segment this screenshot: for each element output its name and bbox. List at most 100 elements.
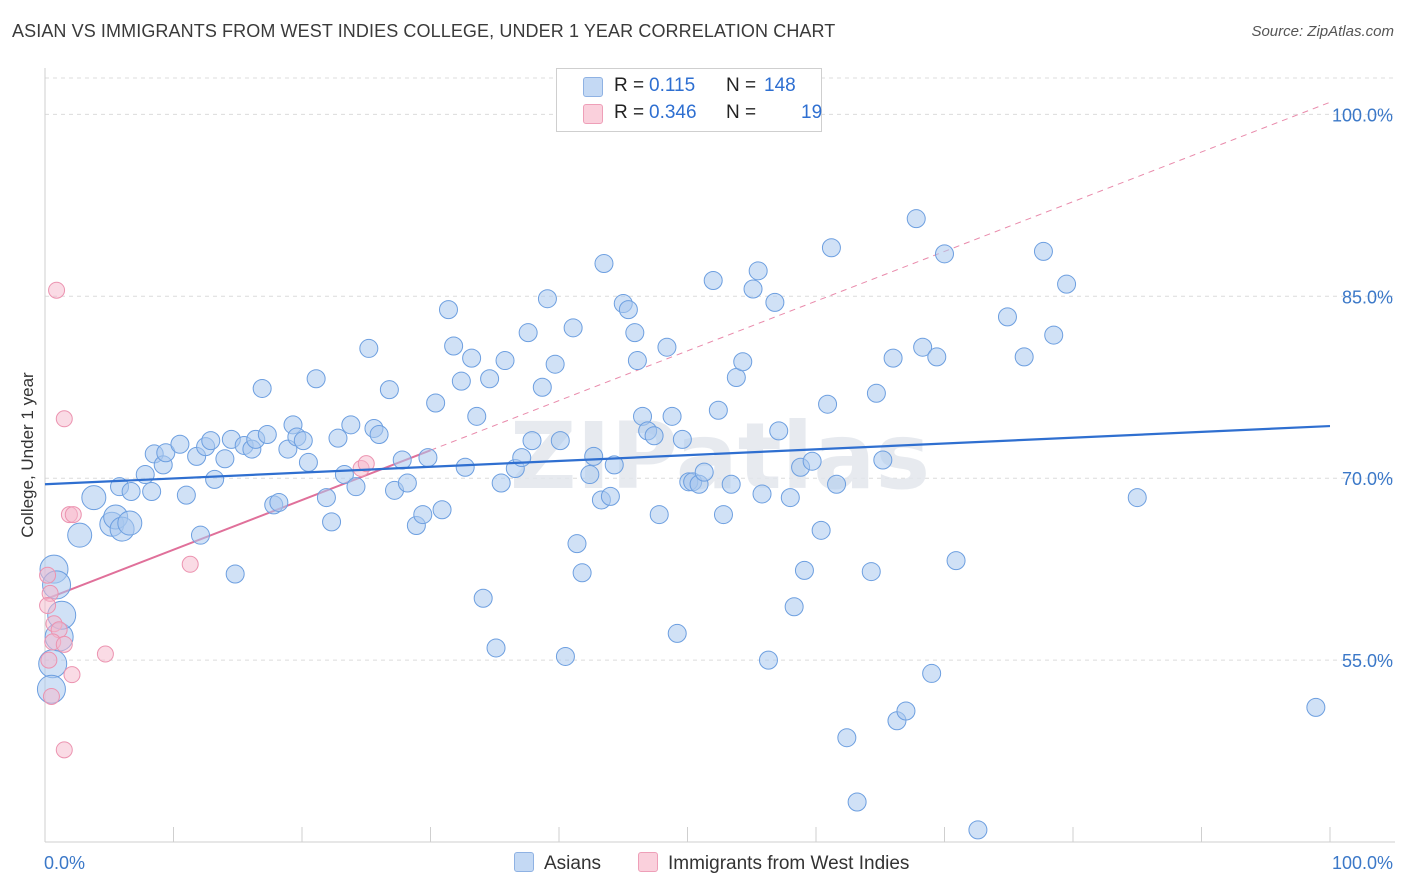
west-indies-point: [357, 455, 375, 473]
asians-point: [662, 406, 682, 426]
asians-point: [455, 457, 475, 477]
asians-point: [397, 473, 417, 493]
asians-point: [156, 443, 176, 463]
asians-point: [935, 244, 954, 264]
asians-point: [827, 474, 847, 494]
asians-point: [708, 400, 728, 420]
asians-point: [794, 560, 814, 580]
asians-point: [486, 638, 506, 658]
asians-point: [837, 728, 857, 748]
west-indies-point: [40, 651, 58, 669]
asians-point: [802, 451, 822, 471]
west-indies-point: [55, 635, 73, 653]
asians-point: [306, 369, 326, 389]
source-label: Source: ZipAtlas.com: [1251, 23, 1394, 40]
asians-points: [36, 209, 1326, 840]
asians-point: [896, 701, 916, 721]
asians-point: [604, 455, 624, 475]
asians-point: [703, 271, 723, 291]
axes: [44, 68, 1395, 843]
asians-point: [600, 486, 620, 506]
asians-point: [818, 394, 838, 414]
bottom-legend-swatch-asians: [514, 852, 534, 872]
asians-point: [555, 646, 575, 666]
asians-point: [170, 434, 190, 454]
asians-point: [968, 820, 988, 840]
asians-point: [491, 473, 511, 493]
asians-point: [392, 450, 412, 470]
asians-point: [298, 452, 318, 472]
asians-point: [413, 505, 433, 525]
west-indies-point: [39, 597, 57, 615]
y-tick-label: 55.0%: [1342, 651, 1393, 671]
asians-point: [205, 469, 225, 489]
asians-point: [657, 337, 677, 357]
asians-point: [359, 338, 379, 358]
asians-point: [225, 564, 245, 584]
asians-point: [522, 431, 542, 451]
west-indies-point: [39, 566, 57, 584]
west-indies-point: [64, 506, 82, 524]
asians-point: [480, 369, 500, 389]
asians-point: [252, 378, 272, 398]
asians-point: [532, 377, 552, 397]
west-indies-point: [48, 281, 66, 299]
legend-n-label: N =: [726, 102, 757, 123]
legend-r-value: 0.346: [649, 102, 697, 123]
asians-point: [733, 352, 753, 372]
asians-point: [426, 393, 446, 413]
asians-point: [473, 588, 493, 608]
asians-point: [780, 488, 800, 508]
asians-point: [667, 623, 687, 643]
legend-n-value: 148: [764, 75, 796, 96]
asians-point: [861, 562, 881, 582]
asians-point: [215, 449, 235, 469]
asians-point: [821, 238, 841, 258]
y-tick-label: 85.0%: [1342, 287, 1393, 307]
asians-point: [293, 431, 313, 451]
asians-trend-group: [44, 424, 1331, 486]
x-tick-label: 0.0%: [44, 853, 85, 873]
asians-point: [451, 371, 471, 391]
legend-n-label: N =: [726, 75, 757, 96]
asians-point: [758, 650, 778, 670]
asians-point: [432, 500, 452, 520]
asians-point: [743, 279, 763, 299]
asians-point: [567, 534, 587, 554]
asians-point: [594, 254, 614, 274]
west-indies-point: [55, 741, 73, 759]
asians-point: [121, 482, 141, 502]
x-tick-label: 100.0%: [1332, 853, 1393, 873]
asians-point: [811, 520, 831, 540]
west-indies-point: [181, 555, 199, 573]
asians-point: [328, 428, 348, 448]
bottom-legend-label-west-indies: Immigrants from West Indies: [668, 853, 910, 874]
tick-labels: 55.0% 70.0% 85.0% 100.0% 0.0% 100.0%: [44, 105, 1393, 873]
gridlines: [45, 77, 1395, 661]
west-indies-point: [96, 645, 114, 663]
bottom-legend-swatch-west-indies: [638, 852, 658, 872]
asians-point: [545, 354, 565, 374]
asians-point: [913, 337, 933, 357]
asians-trend-line: [44, 424, 1331, 486]
asians-point: [997, 307, 1017, 327]
y-axis-title: College, Under 1 year: [18, 372, 37, 538]
asians-point: [346, 477, 366, 497]
asians-point: [142, 482, 162, 502]
asians-point: [67, 522, 93, 548]
legend-swatch-asians: [583, 77, 603, 97]
asians-point: [946, 551, 966, 571]
legend-r-value: 0.115: [649, 75, 696, 96]
asians-point: [176, 485, 196, 505]
asians-point: [752, 484, 772, 504]
asians-point: [518, 323, 538, 343]
asians-point: [847, 792, 867, 812]
asians-point: [563, 318, 583, 338]
legend: R = 0.115 N = 148 R = 0.346 N = 19: [556, 68, 822, 132]
asians-point: [322, 512, 342, 532]
asians-point: [618, 300, 638, 320]
legend-r-label: R =: [614, 75, 645, 96]
west-indies-point: [42, 687, 60, 705]
asians-point: [784, 597, 804, 617]
asians-point: [873, 450, 893, 470]
